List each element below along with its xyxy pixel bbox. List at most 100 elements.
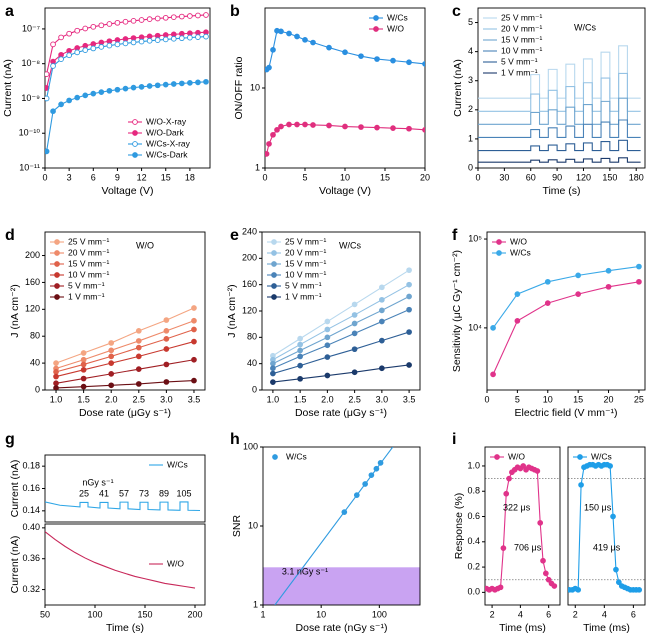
series-line [55, 341, 195, 378]
plot-frame [567, 446, 646, 606]
plot-frame [486, 231, 646, 391]
panel-letter: a [5, 3, 14, 20]
y-tick-label: 160 [242, 279, 257, 289]
y-tick-label: 0.14 [22, 505, 40, 515]
marker [422, 61, 425, 67]
legend-marker [494, 454, 500, 460]
marker [605, 283, 612, 290]
marker [406, 306, 412, 313]
x-tick-label: 3 [67, 172, 72, 182]
series-group [45, 12, 209, 155]
marker [82, 47, 89, 54]
x-tick-label: 3.0 [160, 394, 173, 404]
marker [178, 13, 185, 20]
marker [106, 21, 113, 27]
series-line [478, 72, 641, 112]
y-axis-label: Current (nA) [452, 59, 464, 117]
panel-letter: d [5, 227, 15, 244]
marker [310, 39, 316, 46]
marker [53, 373, 59, 380]
marker [138, 38, 145, 45]
annotation: 322 μs [503, 502, 531, 512]
marker [66, 97, 72, 104]
x-tick-label: 100 [87, 609, 102, 619]
marker [114, 19, 121, 26]
marker [351, 320, 358, 327]
marker [187, 13, 193, 19]
y-tick-label: 80 [247, 332, 257, 342]
x-tick-label: 10 [316, 609, 326, 619]
x-tick-label: 180 [629, 172, 644, 182]
marker [514, 291, 521, 297]
marker [374, 56, 380, 62]
marker [266, 141, 272, 147]
marker [130, 39, 137, 46]
marker [203, 78, 209, 85]
marker [374, 124, 380, 131]
marker [575, 272, 582, 279]
legend-marker [271, 272, 277, 278]
marker [278, 123, 284, 130]
marker [406, 59, 412, 66]
y-tick-label: 0.4 [467, 536, 480, 546]
marker [154, 15, 161, 22]
marker [163, 361, 170, 368]
y-axis-label: Sensitivity (μC Gy⁻¹ cm⁻²) [451, 250, 463, 372]
marker [278, 28, 284, 35]
marker [53, 380, 59, 387]
pulse-label: 25 [79, 488, 89, 498]
marker [108, 340, 115, 346]
marker [270, 360, 276, 367]
x-tick-label: 20 [420, 172, 430, 182]
series-line [55, 320, 195, 370]
y-tick-label: 10⁻⁹ [21, 93, 40, 103]
x-tick-label: 6 [631, 609, 636, 619]
marker [373, 465, 380, 472]
legend-marker [54, 294, 60, 300]
marker [362, 481, 368, 487]
annotation: 419 μs [593, 542, 621, 552]
y-axis-label: Current (nA) [9, 536, 21, 594]
marker [500, 545, 507, 551]
series-line [478, 119, 641, 138]
x-axis-label: Voltage (V) [102, 185, 154, 197]
series-line [478, 45, 641, 99]
x-tick-label: 10 [340, 172, 350, 182]
marker [379, 318, 385, 325]
marker [135, 366, 142, 373]
x-axis-label: Time (ms) [499, 622, 546, 634]
series-line [56, 380, 194, 389]
marker [162, 36, 169, 43]
marker [135, 353, 142, 360]
legend-label: 20 V mm⁻¹ [285, 247, 326, 257]
marker [506, 475, 512, 482]
series-line [55, 307, 195, 364]
marker [358, 53, 364, 60]
legend-label: W/Cs-X-ray [146, 138, 191, 148]
y-tick-label: 10⁻⁷ [22, 23, 40, 33]
legend-marker [132, 119, 138, 125]
marker [53, 368, 59, 375]
x-axis-label: Electric field (V mm⁻¹) [515, 407, 618, 419]
x-tick-label: 5 [515, 394, 520, 404]
y-tick-label: 10⁵ [468, 233, 482, 243]
marker [154, 37, 161, 43]
plot-frame [477, 7, 646, 169]
legend-label: W/Cs [591, 451, 612, 461]
marker [130, 17, 137, 24]
marker [163, 346, 170, 352]
legend-label: W/Cs [286, 451, 307, 461]
marker [636, 586, 643, 593]
y-axis-label: SNR [231, 514, 243, 537]
marker [542, 570, 549, 577]
marker [270, 379, 276, 385]
marker [195, 34, 201, 40]
marker [90, 90, 97, 97]
marker [191, 305, 197, 311]
marker [58, 101, 64, 108]
marker [163, 379, 170, 385]
y-tick-label: 0.8 [467, 486, 480, 496]
marker [135, 344, 142, 351]
y-tick-label: 0 [468, 162, 473, 172]
y-tick-label: 0 [35, 384, 40, 394]
